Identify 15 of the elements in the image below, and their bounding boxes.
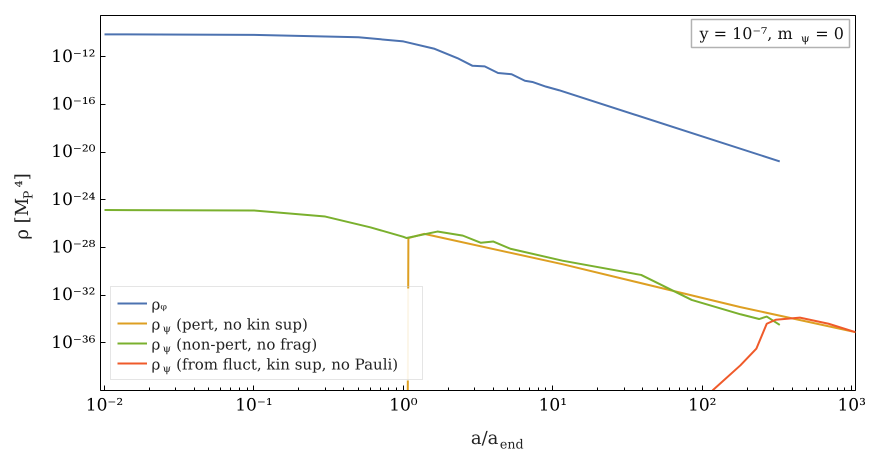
x-tick-label: 10⁻² — [86, 396, 124, 416]
y-tick-label: 10⁻¹² — [51, 46, 96, 67]
x-tick-label: 10¹ — [538, 396, 568, 416]
y-tick-label: 10⁻³² — [51, 285, 96, 306]
x-tick-label: 10⁻¹ — [235, 396, 273, 416]
x-tick-label: 10³ — [837, 396, 866, 416]
legend-label: ρᵩ — [152, 296, 168, 314]
y-tick-label: 10⁻³⁶ — [51, 332, 96, 353]
x-tick-label: 10² — [688, 396, 717, 416]
x-tick-label: 10⁰ — [389, 396, 418, 416]
y-axis-title: ρ [MP⁴] — [12, 173, 36, 240]
y-tick-label: 10⁻²⁸ — [51, 238, 96, 258]
y-tick-label: 10⁻²⁰ — [51, 142, 96, 162]
y-tick-label: 10⁻¹⁶ — [51, 94, 96, 115]
y-tick-label: 10⁻²⁴ — [51, 190, 96, 210]
